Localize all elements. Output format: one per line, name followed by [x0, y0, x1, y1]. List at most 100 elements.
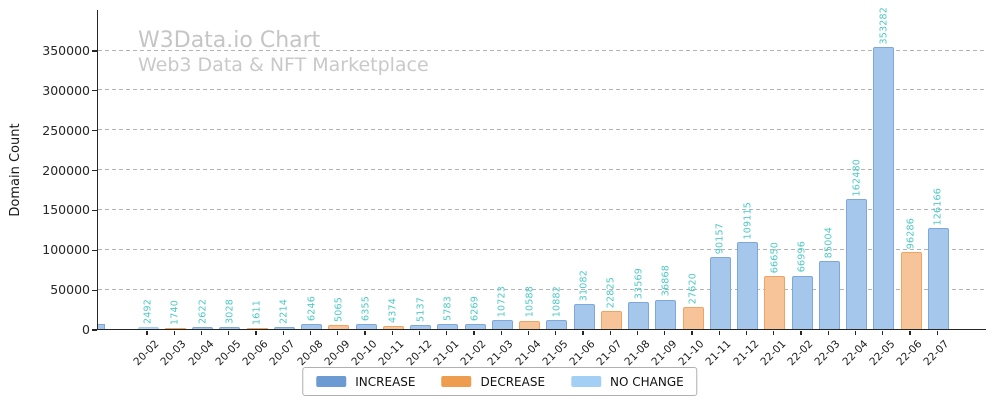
bar-value-label: 2622	[197, 298, 208, 324]
bar-22-06	[900, 252, 922, 329]
bar-value-label: 27620	[687, 272, 699, 304]
y-tick-mark	[92, 329, 97, 331]
x-tick-mark	[582, 331, 584, 335]
x-tick-label: 20-10	[349, 338, 380, 369]
bar-21-02	[464, 324, 486, 329]
x-tick-mark	[936, 331, 938, 335]
x-tick-mark	[282, 331, 284, 335]
plot-area: 2492 1740 2622 3028 1611 2214 6246 5065 6355 4374…	[97, 6, 986, 330]
bar-value-label: 31082	[578, 270, 590, 302]
x-tick-label: 21-08	[621, 338, 652, 369]
legend-item-decrease: DECREASE	[441, 375, 545, 389]
gridline	[98, 89, 986, 91]
bar-20-12	[410, 324, 431, 329]
bar-value-label: 1611	[251, 299, 263, 325]
x-tick-label: 21-12	[730, 338, 761, 369]
bar-value-label: 5137	[415, 296, 426, 322]
y-tick-label: 200000	[42, 162, 90, 178]
x-tick-mark	[718, 331, 720, 335]
bar-value-label: 4374	[387, 297, 399, 323]
y-tick-label: 100000	[42, 242, 90, 258]
bar-value-label: 1740	[169, 299, 181, 325]
bar-value-label: 85004	[823, 227, 835, 259]
bar-21-04	[519, 320, 540, 329]
bar-value-label: 66650	[769, 241, 781, 273]
x-tick-label: 21-05	[540, 338, 571, 369]
x-tick-mark	[337, 331, 339, 335]
x-tick-label: 21-03	[485, 338, 516, 369]
bar-value-label: 126166	[932, 187, 944, 226]
x-tick-label: 21-02	[458, 338, 489, 369]
legend-swatch-increase	[316, 376, 347, 387]
y-tick-label: 250000	[42, 122, 90, 138]
legend-item-no_change: NO CHANGE	[571, 375, 684, 389]
x-tick-label: 20-03	[158, 338, 189, 369]
bar-21-06	[573, 304, 595, 329]
y-tick-label: 50000	[50, 282, 90, 298]
legend-swatch-no_change	[571, 376, 602, 387]
x-tick-mark	[691, 331, 693, 335]
x-tick-label: 20-02	[131, 338, 162, 369]
chart-subtitle: Web3 Data & NFT Marketplace	[138, 54, 429, 76]
legend-label: NO CHANGE	[610, 374, 684, 389]
legend-label: DECREASE	[480, 374, 546, 389]
bar-20-08	[301, 324, 322, 329]
x-tick-mark	[854, 331, 857, 335]
x-tick-label: 22-06	[894, 338, 925, 369]
bar-value-label: 5065	[333, 296, 345, 322]
bar-value-label: 6269	[469, 296, 481, 322]
x-tick-label: 20-12	[403, 338, 434, 369]
x-tick-mark	[473, 331, 475, 335]
bar-22-01	[764, 275, 786, 329]
x-tick-mark	[146, 331, 148, 335]
x-tick-label: 20-04	[185, 338, 216, 369]
x-tick-label: 21-11	[703, 338, 734, 369]
bar-20-03	[164, 327, 186, 329]
x-tick-label: 20-11	[376, 338, 407, 369]
x-tick-mark	[500, 331, 502, 335]
y-tick-mark	[92, 130, 97, 132]
x-tick-mark	[391, 331, 393, 335]
bar-value-label: 90157	[714, 222, 726, 255]
bar-value-label: 3028	[224, 298, 236, 324]
x-tick-mark	[773, 331, 775, 335]
legend-item-increase: INCREASE	[316, 375, 415, 389]
x-tick-label: 20-07	[267, 338, 298, 369]
bar-20-09	[328, 324, 350, 329]
gridline	[98, 169, 986, 171]
x-tick-mark	[664, 331, 666, 335]
x-tick-mark	[745, 331, 748, 335]
y-tick-mark	[92, 169, 97, 172]
x-tick-mark	[364, 331, 366, 335]
bar-20-04	[192, 326, 213, 329]
bar-21-09	[655, 299, 677, 329]
x-tick-mark	[418, 331, 421, 335]
bar-21-10	[682, 306, 704, 329]
x-tick-label: 21-04	[512, 338, 543, 369]
bar-value-label: 10588	[524, 286, 535, 318]
gridline	[98, 208, 986, 210]
bar-20-11	[382, 325, 404, 329]
x-tick-label: 20-06	[240, 338, 271, 369]
x-tick-mark	[882, 331, 884, 335]
bar-22-05	[873, 47, 895, 329]
x-tick-label: 22-02	[785, 338, 816, 369]
bar-20-06	[246, 327, 268, 329]
legend: INCREASE DECREASE NO CHANGE	[302, 367, 698, 396]
bar-22-04	[846, 199, 867, 329]
bar-value-label: 10882	[551, 286, 563, 318]
x-tick-label: 21-07	[594, 338, 625, 369]
y-tick-mark	[92, 209, 97, 212]
x-tick-label: 21-09	[649, 338, 680, 369]
x-tick-label: 22-07	[921, 338, 952, 369]
x-tick-label: 21-10	[676, 338, 707, 369]
bar-value-label: 353282	[878, 6, 890, 45]
y-tick-label: 0	[82, 322, 90, 337]
bar-value-label: 2492	[142, 299, 154, 325]
bar-20-05	[219, 326, 241, 329]
x-tick-mark	[228, 331, 230, 335]
bar-value-label: 162480	[851, 159, 862, 197]
bar-21-05	[546, 320, 568, 329]
x-tick-label: 20-08	[294, 338, 325, 369]
